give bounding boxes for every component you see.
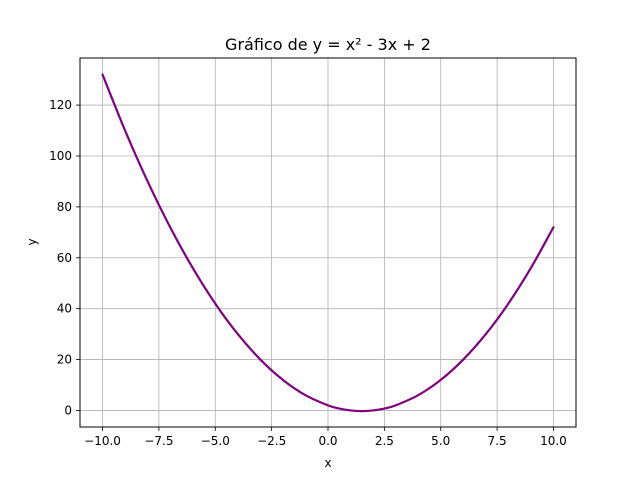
y-axis-label: y [25,238,39,245]
x-axis-ticks: −10.0 −7.5 −5.0 −2.5 0.0 2.5 5.0 7.5 10.0 [84,427,567,448]
x-tick-label: 0.0 [318,434,337,448]
x-tick-label: −2.5 [257,434,286,448]
grid [80,58,576,427]
y-tick-label: 120 [49,98,72,112]
y-tick-label: 0 [64,403,72,417]
plot-area [101,73,555,413]
x-tick-label: 10.0 [540,434,567,448]
x-tick-label: −5.0 [201,434,230,448]
x-tick-label: 5.0 [431,434,450,448]
y-tick-label: 40 [57,302,72,316]
y-tick-label: 80 [57,200,72,214]
y-tick-label: 60 [57,251,72,265]
x-tick-label: −7.5 [144,434,173,448]
chart-title: Gráfico de y = x² - 3x + 2 [225,35,431,54]
y-tick-label: 100 [49,149,72,163]
y-axis-ticks: 0 20 40 60 80 100 120 [49,98,80,417]
x-tick-label: 2.5 [375,434,394,448]
y-tick-label: 20 [57,353,72,367]
x-tick-label: 7.5 [488,434,507,448]
series-line [101,73,555,413]
x-tick-label: −10.0 [84,434,121,448]
x-axis-label: x [324,456,331,470]
